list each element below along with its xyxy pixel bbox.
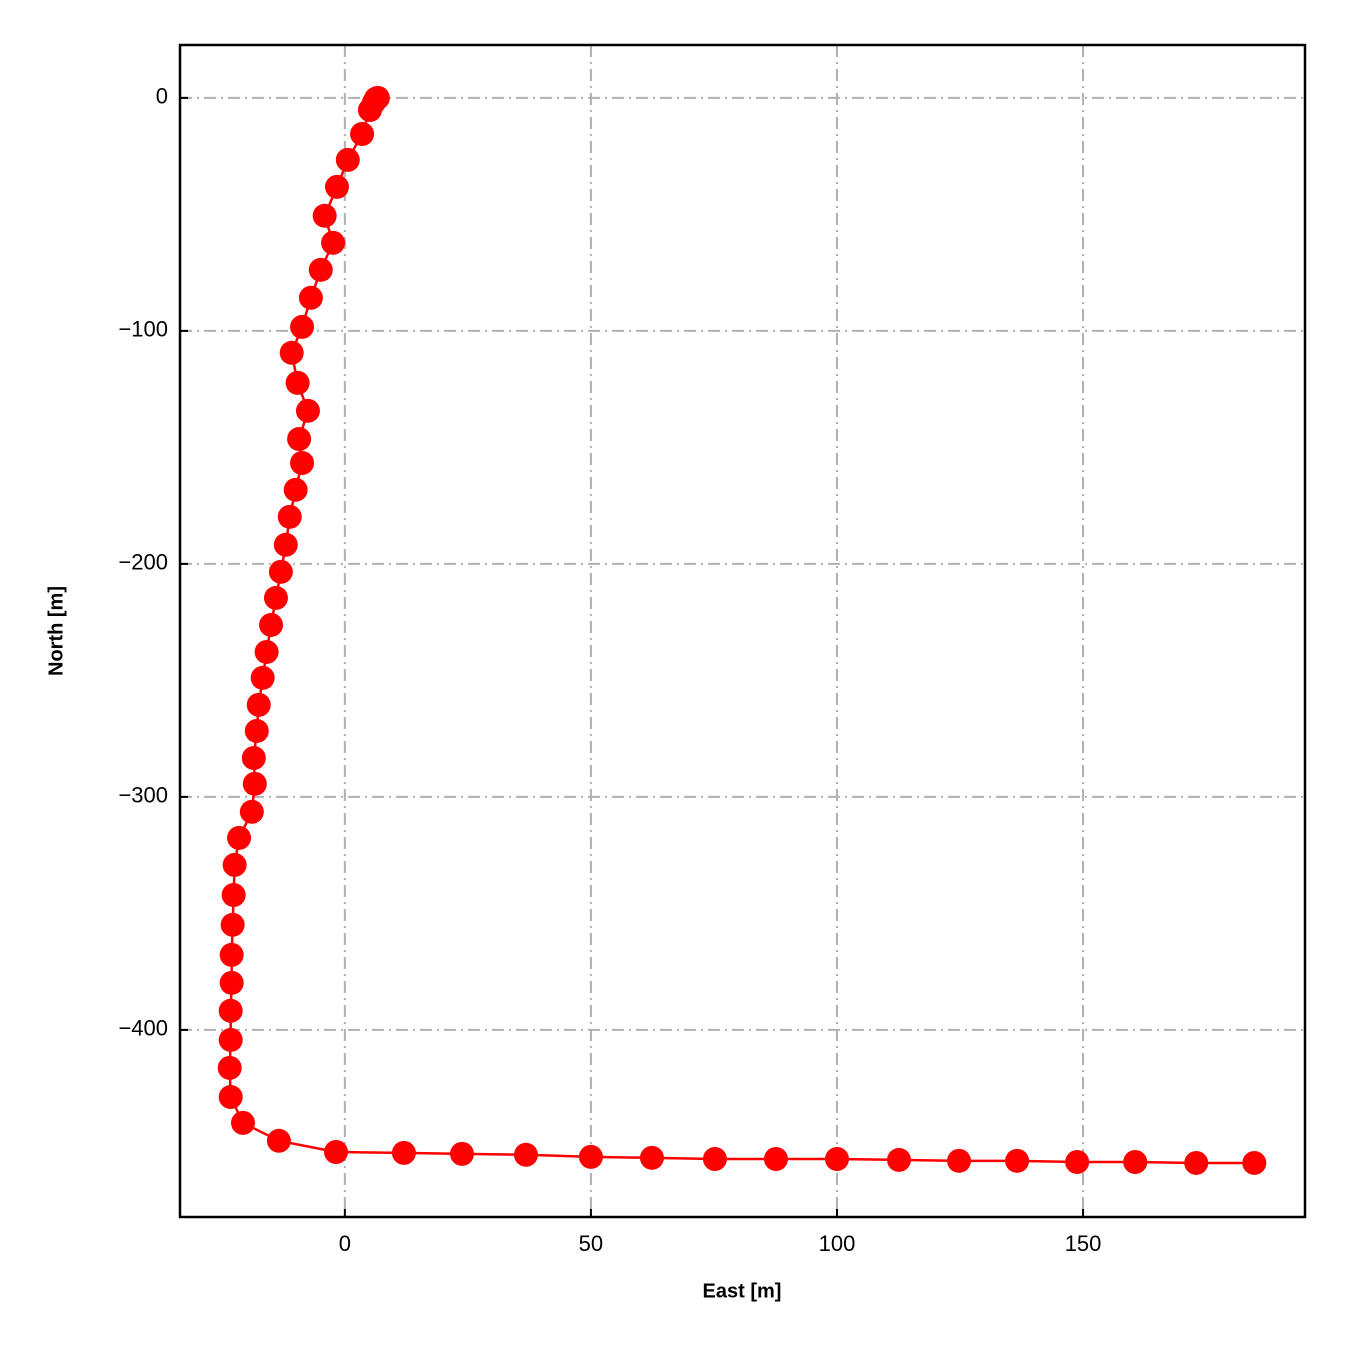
- point: [321, 230, 346, 255]
- point: [763, 1146, 788, 1171]
- point: [350, 122, 375, 147]
- point: [513, 1142, 538, 1167]
- point: [254, 639, 279, 664]
- point: [268, 559, 293, 584]
- point: [578, 1144, 603, 1169]
- x-tick-label: 100: [819, 1231, 856, 1256]
- point: [220, 912, 245, 937]
- point: [1242, 1150, 1267, 1175]
- point: [702, 1146, 727, 1171]
- point: [886, 1147, 911, 1172]
- point: [1005, 1148, 1030, 1173]
- point: [290, 314, 315, 339]
- x-axis-label: East [m]: [703, 1280, 782, 1302]
- point: [324, 1139, 349, 1164]
- y-tick-label: −200: [118, 550, 168, 575]
- point: [279, 340, 304, 365]
- y-axis-label: North [m]: [45, 586, 67, 676]
- point: [298, 285, 323, 310]
- point: [259, 612, 284, 637]
- point: [227, 825, 252, 850]
- point: [242, 771, 267, 796]
- point: [391, 1140, 416, 1165]
- point: [824, 1146, 849, 1171]
- point: [219, 970, 244, 995]
- point: [230, 1110, 255, 1135]
- point: [217, 1055, 242, 1080]
- x-tick-label: 0: [339, 1231, 351, 1256]
- point: [308, 257, 333, 282]
- point: [219, 942, 244, 967]
- y-tick-label: −400: [118, 1016, 168, 1041]
- point: [241, 745, 266, 770]
- x-tick-label: 50: [579, 1231, 603, 1256]
- x-tick-label: 150: [1065, 1231, 1102, 1256]
- point: [335, 147, 360, 172]
- point: [239, 799, 264, 824]
- point: [1184, 1150, 1209, 1175]
- point: [266, 1128, 291, 1153]
- point: [639, 1145, 664, 1170]
- point: [449, 1141, 474, 1166]
- plot-frame: [178, 43, 1307, 1219]
- point: [290, 451, 315, 476]
- point: [324, 174, 349, 199]
- y-tick-label: 0: [156, 84, 168, 109]
- line: [228, 96, 1255, 1165]
- point: [218, 998, 243, 1023]
- point: [283, 477, 308, 502]
- point: [246, 692, 271, 717]
- point: [273, 532, 298, 557]
- point: [357, 98, 382, 123]
- y-tick-label: −300: [118, 783, 168, 808]
- point: [287, 427, 312, 452]
- point: [222, 852, 247, 877]
- point: [250, 665, 275, 690]
- point: [285, 370, 310, 395]
- point: [1123, 1150, 1148, 1175]
- point: [312, 203, 337, 228]
- point: [263, 585, 288, 610]
- y-tick-label: −100: [118, 317, 168, 342]
- point: [221, 882, 246, 907]
- point: [244, 718, 269, 743]
- point: [277, 504, 302, 529]
- point: [947, 1148, 972, 1173]
- point: [218, 1027, 243, 1052]
- point: [295, 398, 320, 423]
- point: [1065, 1150, 1090, 1175]
- point: [218, 1085, 243, 1110]
